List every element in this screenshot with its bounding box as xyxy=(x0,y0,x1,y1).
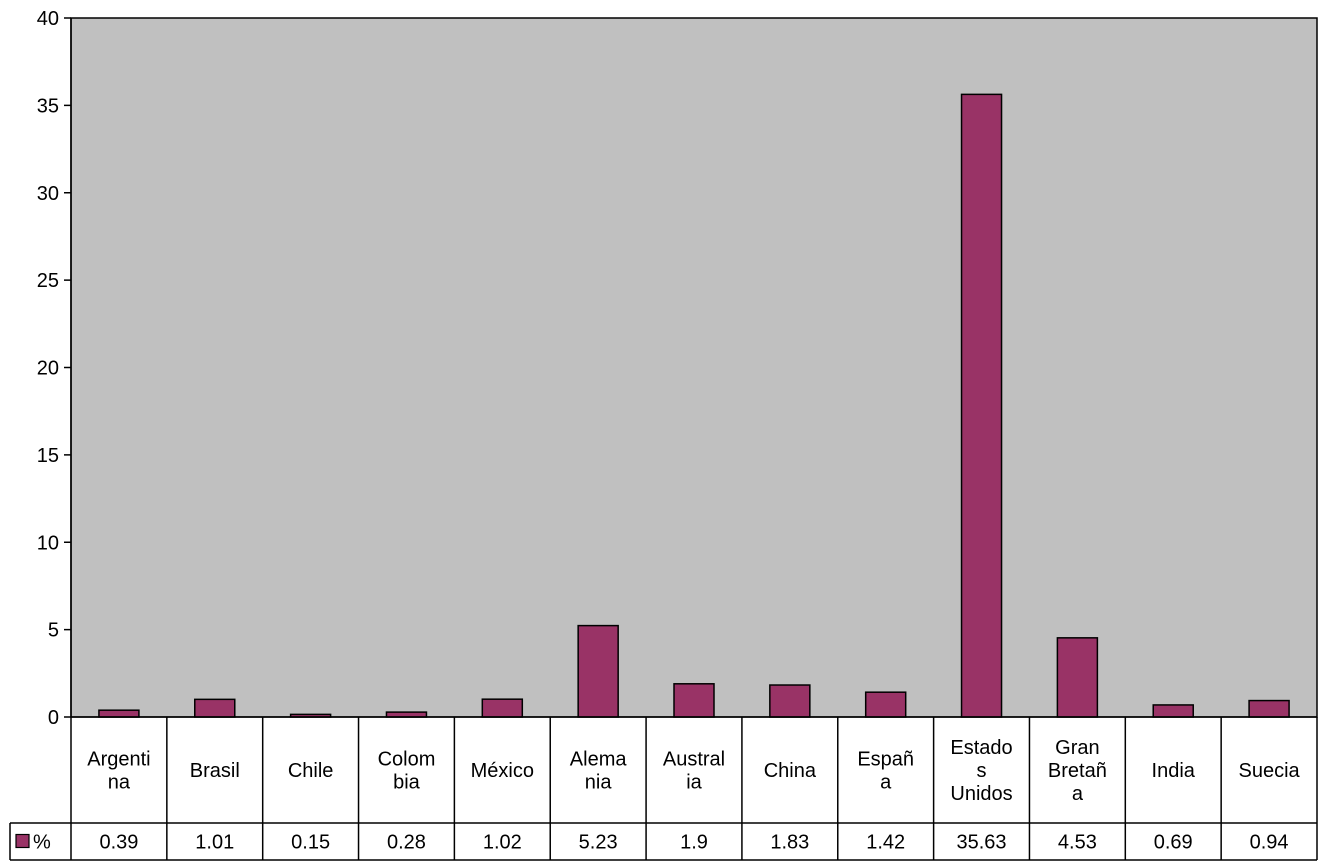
category-label: China xyxy=(764,760,817,782)
value-label: 0.94 xyxy=(1250,832,1289,854)
category-label: a xyxy=(880,772,892,794)
category-label: nia xyxy=(585,772,613,794)
category-label: Gran xyxy=(1055,737,1099,759)
value-label: 1.42 xyxy=(866,832,905,854)
category-label: México xyxy=(471,760,534,782)
value-label: 0.39 xyxy=(99,832,138,854)
y-tick-label: 40 xyxy=(37,8,59,30)
value-label: 5.23 xyxy=(579,832,618,854)
value-label: 1.83 xyxy=(770,832,809,854)
value-label: 4.53 xyxy=(1058,832,1097,854)
y-tick-label: 0 xyxy=(48,707,59,729)
category-label: s xyxy=(977,760,987,782)
category-label: Suecia xyxy=(1238,760,1300,782)
category-label: bia xyxy=(393,772,421,794)
category-label: Bretañ xyxy=(1048,760,1107,782)
bar xyxy=(1056,637,1099,718)
bar xyxy=(1152,704,1194,718)
category-label: Colom xyxy=(378,749,436,771)
y-tick-label: 15 xyxy=(37,445,59,467)
value-label: 0.69 xyxy=(1154,832,1193,854)
y-tick-label: 30 xyxy=(37,183,59,205)
bar xyxy=(673,683,715,718)
category-label: na xyxy=(108,772,131,794)
category-label: Argenti xyxy=(87,749,150,771)
bar xyxy=(960,93,1003,718)
category-label: ia xyxy=(686,772,702,794)
bar xyxy=(769,684,811,718)
bar xyxy=(1248,699,1290,718)
category-label: Españ xyxy=(857,749,914,771)
value-label: 0.15 xyxy=(291,832,330,854)
category-label: a xyxy=(1072,783,1084,805)
bar xyxy=(864,691,907,718)
value-label: 35.63 xyxy=(957,832,1007,854)
y-tick-label: 25 xyxy=(37,270,59,292)
category-label: Austral xyxy=(663,749,725,771)
value-label: 1.01 xyxy=(195,832,234,854)
legend-swatch xyxy=(15,833,30,849)
category-label: Brasil xyxy=(190,760,240,782)
value-label: 1.02 xyxy=(483,832,522,854)
category-label: Chile xyxy=(288,760,334,782)
y-tick-label: 20 xyxy=(37,358,59,380)
value-label: 1.9 xyxy=(680,832,708,854)
value-label: 0.28 xyxy=(387,832,426,854)
category-label: Estado xyxy=(950,737,1012,759)
plot-area xyxy=(70,17,1318,718)
bar xyxy=(194,698,236,718)
bar xyxy=(98,709,140,718)
category-label: India xyxy=(1152,760,1196,782)
legend-label: % xyxy=(33,832,51,854)
bar xyxy=(577,624,619,718)
bar xyxy=(481,698,524,718)
y-tick-label: 10 xyxy=(37,532,59,554)
y-tick-label: 35 xyxy=(37,95,59,117)
category-label: Alema xyxy=(570,749,628,771)
y-tick-label: 5 xyxy=(48,620,59,642)
category-label: Unidos xyxy=(950,783,1012,805)
